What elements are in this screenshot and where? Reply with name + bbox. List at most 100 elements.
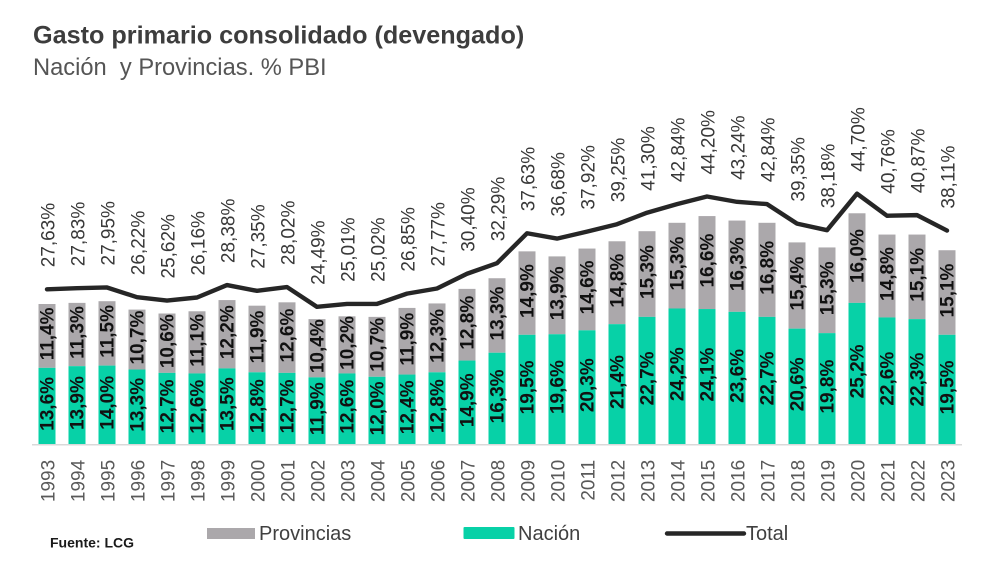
svg-text:15,4%: 15,4% [788, 256, 809, 310]
svg-text:24,49%: 24,49% [309, 220, 330, 285]
svg-text:15,3%: 15,3% [818, 261, 839, 315]
svg-text:27,63%: 27,63% [39, 203, 60, 268]
svg-text:13,6%: 13,6% [38, 377, 59, 431]
svg-text:12,4%: 12,4% [398, 380, 419, 434]
svg-text:2013: 2013 [639, 460, 660, 502]
svg-text:2016: 2016 [729, 460, 750, 502]
svg-text:2005: 2005 [399, 460, 420, 502]
svg-text:12,8%: 12,8% [458, 296, 479, 350]
svg-text:40,87%: 40,87% [909, 129, 930, 194]
svg-text:12,7%: 12,7% [278, 379, 299, 433]
svg-text:22,6%: 22,6% [878, 352, 899, 406]
svg-text:2011: 2011 [579, 460, 600, 501]
svg-text:16,6%: 16,6% [698, 234, 719, 288]
svg-text:37,92%: 37,92% [579, 145, 600, 210]
svg-text:1996: 1996 [129, 460, 150, 502]
svg-text:12,7%: 12,7% [158, 379, 179, 433]
svg-text:11,1%: 11,1% [188, 314, 209, 367]
svg-text:16,3%: 16,3% [488, 369, 509, 423]
svg-text:13,9%: 13,9% [68, 376, 89, 430]
svg-text:26,22%: 26,22% [129, 211, 150, 276]
svg-text:Total: Total [746, 523, 788, 545]
svg-text:42,84%: 42,84% [669, 118, 690, 183]
svg-text:11,9%: 11,9% [308, 382, 329, 435]
svg-text:10,4%: 10,4% [308, 319, 329, 373]
svg-text:11,9%: 11,9% [248, 310, 269, 363]
svg-text:15,1%: 15,1% [908, 248, 929, 302]
svg-text:1995: 1995 [99, 460, 120, 502]
svg-text:24,2%: 24,2% [668, 347, 689, 401]
svg-text:Nación: Nación [518, 523, 580, 545]
svg-text:12,3%: 12,3% [428, 309, 449, 363]
svg-text:43,24%: 43,24% [729, 115, 750, 180]
svg-text:12,2%: 12,2% [218, 305, 239, 359]
svg-text:2020: 2020 [849, 460, 870, 502]
svg-text:16,0%: 16,0% [848, 229, 869, 283]
svg-text:2021: 2021 [879, 460, 900, 502]
svg-text:2009: 2009 [519, 460, 540, 502]
svg-text:12,8%: 12,8% [428, 379, 449, 433]
svg-text:28,38%: 28,38% [219, 199, 240, 264]
svg-text:12,6%: 12,6% [278, 309, 299, 363]
svg-text:1998: 1998 [189, 460, 210, 502]
svg-text:22,7%: 22,7% [758, 351, 779, 405]
svg-text:13,9%: 13,9% [548, 266, 569, 320]
svg-text:1994: 1994 [69, 459, 90, 502]
svg-text:14,6%: 14,6% [578, 260, 599, 314]
svg-text:10,6%: 10,6% [158, 314, 179, 368]
svg-text:21,4%: 21,4% [608, 355, 629, 409]
svg-text:24,1%: 24,1% [698, 347, 719, 401]
svg-text:28,02%: 28,02% [279, 201, 300, 266]
svg-text:25,2%: 25,2% [848, 344, 869, 398]
svg-text:19,8%: 19,8% [818, 360, 839, 414]
svg-text:19,6%: 19,6% [548, 360, 569, 414]
svg-text:2002: 2002 [309, 460, 330, 502]
svg-text:2022: 2022 [909, 460, 930, 502]
svg-text:11,9%: 11,9% [398, 313, 419, 366]
svg-text:44,70%: 44,70% [849, 107, 870, 172]
svg-text:2014: 2014 [669, 459, 690, 502]
svg-text:27,35%: 27,35% [249, 204, 270, 269]
svg-text:Gasto primario consolidado (de: Gasto primario consolidado (devengado) [33, 22, 524, 50]
svg-text:30,40%: 30,40% [459, 187, 480, 252]
svg-text:2001: 2001 [279, 460, 300, 502]
svg-text:20,6%: 20,6% [788, 357, 809, 411]
svg-text:27,95%: 27,95% [99, 201, 120, 266]
svg-text:1997: 1997 [159, 460, 180, 502]
svg-text:23,6%: 23,6% [728, 349, 749, 403]
svg-text:14,8%: 14,8% [608, 254, 629, 308]
svg-text:13,3%: 13,3% [488, 286, 509, 340]
svg-text:22,7%: 22,7% [638, 351, 659, 405]
svg-text:38,11%: 38,11% [939, 145, 960, 208]
svg-text:14,9%: 14,9% [458, 373, 479, 427]
svg-text:Provincias: Provincias [259, 523, 351, 545]
svg-text:2017: 2017 [759, 460, 780, 502]
svg-text:13,3%: 13,3% [128, 378, 149, 432]
svg-text:12,0%: 12,0% [368, 381, 389, 435]
svg-text:12,8%: 12,8% [248, 379, 269, 433]
svg-text:2012: 2012 [609, 460, 630, 502]
svg-text:Fuente: LCG: Fuente: LCG [50, 535, 134, 551]
svg-text:25,01%: 25,01% [339, 217, 360, 282]
svg-text:12,6%: 12,6% [188, 380, 209, 434]
svg-text:26,16%: 26,16% [189, 211, 210, 276]
svg-text:2019: 2019 [819, 460, 840, 502]
svg-text:2004: 2004 [369, 459, 390, 502]
svg-text:2018: 2018 [789, 460, 810, 502]
svg-text:16,3%: 16,3% [728, 237, 749, 291]
svg-text:11,3%: 11,3% [68, 306, 89, 359]
svg-text:14,9%: 14,9% [518, 264, 539, 318]
svg-text:11,4%: 11,4% [38, 307, 59, 360]
svg-text:27,83%: 27,83% [69, 202, 90, 267]
svg-text:16,8%: 16,8% [758, 241, 779, 295]
svg-text:25,62%: 25,62% [159, 214, 180, 279]
svg-text:12,6%: 12,6% [338, 380, 359, 434]
svg-text:22,3%: 22,3% [908, 353, 929, 407]
svg-text:13,5%: 13,5% [218, 377, 239, 431]
svg-text:41,30%: 41,30% [639, 126, 660, 191]
svg-text:39,25%: 39,25% [609, 138, 630, 203]
svg-text:32,29%: 32,29% [489, 177, 510, 242]
svg-text:40,76%: 40,76% [879, 129, 900, 194]
svg-text:2003: 2003 [339, 460, 360, 502]
svg-text:44,20%: 44,20% [699, 110, 720, 175]
